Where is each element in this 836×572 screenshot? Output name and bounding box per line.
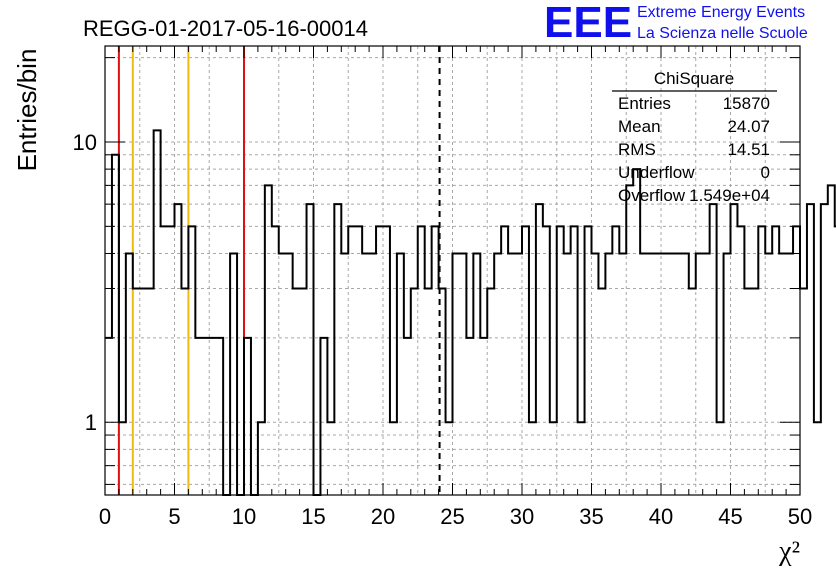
stats-value-underflow: 0 [761,163,770,182]
x-axis-label: χ² [778,536,800,567]
x-tick-label: 50 [788,504,812,529]
stats-label-underflow: Underflow [618,163,695,182]
x-tick-label: 10 [232,504,256,529]
stats-label-entries: Entries [618,94,671,113]
y-axis-label: Entries/bin [12,49,42,172]
x-tick-label: 30 [510,504,534,529]
histogram [105,129,836,496]
x-tick-label: 35 [579,504,603,529]
x-tick-label: 0 [99,504,111,529]
x-tick-label: 45 [718,504,742,529]
y-tick-label: 10 [73,130,97,155]
eee-logo: EEE [544,0,632,47]
stats-label-overflow: Overflow [618,186,686,205]
stats-value-rms: 14.51 [727,140,770,159]
axes: 0 5 10 15 20 25 30 35 40 45 50 1 10 [73,46,812,529]
y-tick-label: 1 [85,410,97,435]
stats-value-entries: 15870 [723,94,770,113]
stats-title: ChiSquare [654,69,734,88]
x-tick-label: 20 [371,504,395,529]
x-tick-label: 25 [440,504,464,529]
histogram-step-line [105,129,836,496]
x-tick-label: 5 [168,504,180,529]
x-tick-label: 15 [301,504,325,529]
logo-line-2: La Scienza nelle Scuole [637,25,808,42]
stats-label-rms: RMS [618,140,656,159]
logo-line-1: Extreme Energy Events [637,4,805,21]
stats-label-mean: Mean [618,117,661,136]
stats-box: ChiSquare Entries 15870 Mean 24.07 RMS 1… [612,69,777,205]
stats-value-mean: 24.07 [727,117,770,136]
chart-title: REGG-01-2017-05-16-00014 [83,16,368,41]
stats-value-overflow: 1.549e+04 [689,186,770,205]
x-tick-label: 40 [649,504,673,529]
